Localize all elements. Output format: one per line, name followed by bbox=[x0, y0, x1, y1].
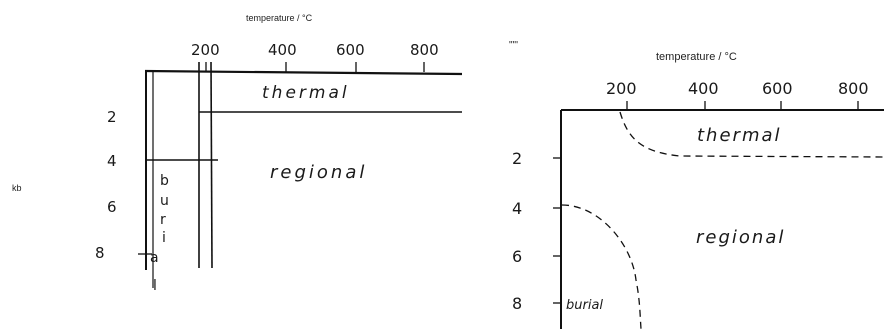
left-y-tick-6: 6 bbox=[107, 198, 117, 216]
left-x-tick-200: 200 bbox=[191, 41, 220, 59]
right-corner-mark: ""' bbox=[509, 40, 518, 51]
left-x-axis-title: temperature / °C bbox=[246, 13, 313, 23]
left-x-tick-400: 400 bbox=[268, 41, 297, 59]
left-y-axis-title: kb bbox=[12, 183, 22, 193]
left-diagram: temperature / °C 200 400 600 800 2 4 6 8… bbox=[12, 13, 463, 294]
left-x-tick-600: 600 bbox=[336, 41, 365, 59]
left-burial-letter-l: l bbox=[153, 278, 157, 294]
left-burial-letter-b: b bbox=[160, 173, 169, 189]
right-thermal-label: thermal bbox=[697, 125, 782, 146]
left-regional-label: regional bbox=[270, 162, 367, 183]
left-y-tick-4: 4 bbox=[107, 152, 117, 170]
right-y-tick-8: 8 bbox=[512, 294, 522, 313]
right-burial-label: burial bbox=[566, 298, 603, 313]
right-regional-label: regional bbox=[696, 227, 785, 248]
right-burial-boundary bbox=[561, 204, 642, 329]
right-y-tick-4: 4 bbox=[512, 199, 522, 218]
right-x-tick-400: 400 bbox=[688, 79, 719, 98]
left-thermal-label: thermal bbox=[262, 83, 350, 103]
right-y-tick-2: 2 bbox=[512, 149, 522, 168]
left-boundary-200b bbox=[210, 61, 213, 269]
right-x-axis-title: temperature / °C bbox=[656, 51, 737, 63]
right-diagram: ""' temperature / °C 200 400 600 800 2 4… bbox=[509, 40, 884, 329]
left-top-axis bbox=[144, 69, 463, 76]
left-y-tick-2: 2 bbox=[107, 108, 117, 126]
left-x-tick-800: 800 bbox=[410, 41, 439, 59]
left-burial-letter-u: u bbox=[160, 193, 169, 209]
right-y-tick-6: 6 bbox=[512, 247, 522, 266]
left-burial-letter-r: r bbox=[160, 212, 166, 228]
left-burial-letter-a: a bbox=[150, 250, 159, 266]
right-x-tick-200: 200 bbox=[606, 79, 637, 98]
left-y-tick-8: 8 bbox=[95, 244, 105, 262]
right-thermal-boundary bbox=[619, 111, 884, 158]
right-x-tick-800: 800 bbox=[838, 79, 869, 98]
left-burial-letter-i: i bbox=[162, 230, 166, 246]
right-x-tick-600: 600 bbox=[762, 79, 793, 98]
